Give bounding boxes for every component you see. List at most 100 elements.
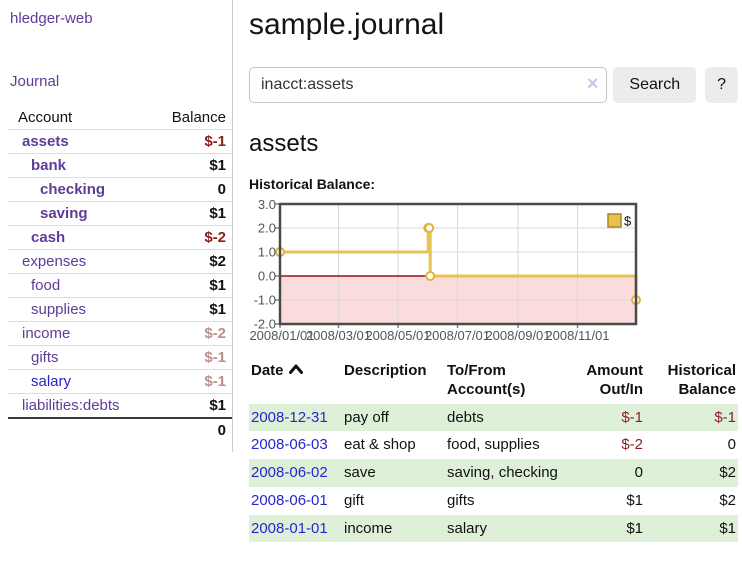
svg-text:3.0: 3.0 — [258, 197, 276, 212]
account-balance: $1 — [146, 393, 232, 419]
account-link-gifts[interactable]: gifts — [31, 349, 59, 366]
transaction-account: salary — [447, 519, 488, 537]
account-link-income[interactable]: income — [22, 325, 71, 342]
account-link-cash[interactable]: cash — [31, 229, 66, 246]
accounts-header-account: Account — [8, 106, 147, 130]
chart-svg: $ 3.0 2.0 1.0 0.0 -1.0 -2.0 2008/01/01 2… — [249, 197, 641, 343]
account-link-supplies[interactable]: supplies — [31, 301, 87, 318]
search-help-button[interactable]: ? — [705, 67, 738, 103]
account-row: liabilities:debts $1 — [8, 393, 232, 419]
account-balance: $-2 — [146, 321, 232, 346]
transaction-balance: 0 — [727, 436, 736, 454]
account-row: cash $-2 — [8, 225, 232, 250]
svg-text:2008/11/01: 2008/11/01 — [545, 328, 609, 343]
account-link-expenses[interactable]: expenses — [22, 253, 87, 270]
register-row: 2008-12-31 pay off debts $-1 $-1 — [249, 403, 738, 432]
legend-swatch-icon — [607, 212, 622, 228]
account-row: supplies $1 — [8, 297, 232, 322]
transaction-balance: $-1 — [714, 408, 736, 426]
account-heading: assets — [249, 130, 319, 157]
svg-text:0.0: 0.0 — [258, 268, 276, 283]
account-balance: $1 — [146, 201, 232, 226]
register-header-row: Date Description To/From Account(s) Amou… — [249, 359, 738, 404]
register-header-balance: Historical Balance — [667, 361, 736, 399]
svg-text:2008/09/01: 2008/09/01 — [485, 328, 550, 343]
account-balance: $1 — [146, 273, 232, 298]
page-title: sample.journal — [249, 8, 445, 41]
transaction-description: eat & shop — [344, 436, 416, 454]
account-balance: $-1 — [146, 129, 232, 154]
transaction-account: saving, checking — [447, 464, 558, 482]
svg-text:2008/03/01: 2008/03/01 — [306, 328, 371, 343]
accounts-header-row: Account Balance — [8, 106, 232, 130]
clear-search-icon[interactable]: × — [586, 73, 599, 95]
register-row: 2008-01-01 income salary $1 $1 — [249, 514, 738, 543]
transaction-account: gifts — [447, 491, 475, 509]
account-link-saving[interactable]: saving — [40, 205, 88, 222]
account-balance: $-1 — [146, 369, 232, 394]
register-row: 2008-06-02 save saving, checking 0 $2 — [249, 459, 738, 487]
svg-text:-2.0: -2.0 — [254, 316, 276, 331]
account-balance: 0 — [146, 177, 232, 202]
account-row: gifts $-1 — [8, 345, 232, 370]
register-header-account: To/From Account(s) — [447, 361, 526, 399]
search-button[interactable]: Search — [613, 67, 697, 103]
transaction-date-link[interactable]: 2008-06-01 — [251, 491, 328, 509]
y-axis-labels: 3.0 2.0 1.0 0.0 -1.0 -2.0 — [254, 197, 276, 332]
account-link-bank[interactable]: bank — [31, 157, 67, 174]
transaction-balance: $2 — [719, 491, 736, 509]
transaction-description: gift — [344, 491, 365, 509]
search-input[interactable] — [249, 67, 608, 103]
account-balance: $-2 — [146, 225, 232, 250]
account-balance: $1 — [146, 153, 232, 178]
transaction-date-link[interactable]: 2008-01-01 — [251, 519, 328, 537]
account-row: income $-2 — [8, 321, 232, 346]
account-link-liabilities-debts[interactable]: liabilities:debts — [22, 397, 120, 414]
account-link-salary[interactable]: salary — [31, 373, 72, 390]
chart-title: Historical Balance: — [249, 175, 376, 192]
account-link-assets[interactable]: assets — [22, 133, 69, 150]
account-row: salary $-1 — [8, 369, 232, 394]
transaction-description: save — [344, 464, 376, 482]
transaction-date-link[interactable]: 2008-06-02 — [251, 464, 328, 482]
register-table: Date Description To/From Account(s) Amou… — [249, 359, 738, 543]
account-row: bank $1 — [8, 153, 232, 178]
svg-text:2.0: 2.0 — [258, 220, 276, 235]
transaction-date-link[interactable]: 2008-12-31 — [251, 408, 328, 426]
transaction-account: debts — [447, 408, 484, 426]
accounts-total-row: 0 — [8, 417, 232, 442]
account-balance: $-1 — [146, 345, 232, 370]
account-row: checking 0 — [8, 177, 232, 202]
sort-ascending-icon — [288, 364, 303, 374]
historical-balance-chart: $ 3.0 2.0 1.0 0.0 -1.0 -2.0 2008/01/01 2… — [249, 197, 738, 343]
transaction-amount: $1 — [626, 491, 643, 509]
transaction-description: pay off — [344, 408, 389, 426]
transaction-date-link[interactable]: 2008-06-03 — [251, 436, 328, 454]
transaction-account: food, supplies — [447, 436, 540, 454]
gridlines — [280, 203, 636, 324]
transaction-balance: $2 — [719, 464, 736, 482]
accounts-total-value: 0 — [146, 417, 232, 442]
transaction-balance: $1 — [719, 519, 736, 537]
register-row: 2008-06-01 gift gifts $1 $2 — [249, 487, 738, 515]
transaction-description: income — [344, 519, 393, 537]
svg-text:2008/05/01: 2008/05/01 — [365, 328, 430, 343]
transaction-amount: $-2 — [621, 436, 643, 454]
svg-text:2008/07/01: 2008/07/01 — [425, 328, 490, 343]
sidebar-item-journal[interactable]: Journal — [10, 73, 60, 90]
account-row: saving $1 — [8, 201, 232, 226]
register-header-description: Description — [344, 361, 427, 379]
register-header-date[interactable]: Date — [249, 359, 344, 404]
x-axis-labels: 2008/01/01 2008/03/01 2008/05/01 2008/07… — [249, 328, 609, 343]
account-row: expenses $2 — [8, 249, 232, 274]
sidebar: hledger-web Journal Account Balance asse… — [0, 0, 233, 452]
register-header-amount: Amount Out/In — [586, 361, 643, 399]
transaction-amount: $-1 — [621, 408, 643, 426]
plot-border — [278, 202, 638, 325]
account-link-food[interactable]: food — [31, 277, 61, 294]
search-form: × Search ? — [249, 67, 738, 103]
account-link-checking[interactable]: checking — [40, 181, 106, 198]
app-brand-link[interactable]: hledger-web — [10, 10, 93, 27]
accounts-header-balance: Balance — [146, 106, 232, 130]
transaction-amount: 0 — [634, 464, 643, 482]
